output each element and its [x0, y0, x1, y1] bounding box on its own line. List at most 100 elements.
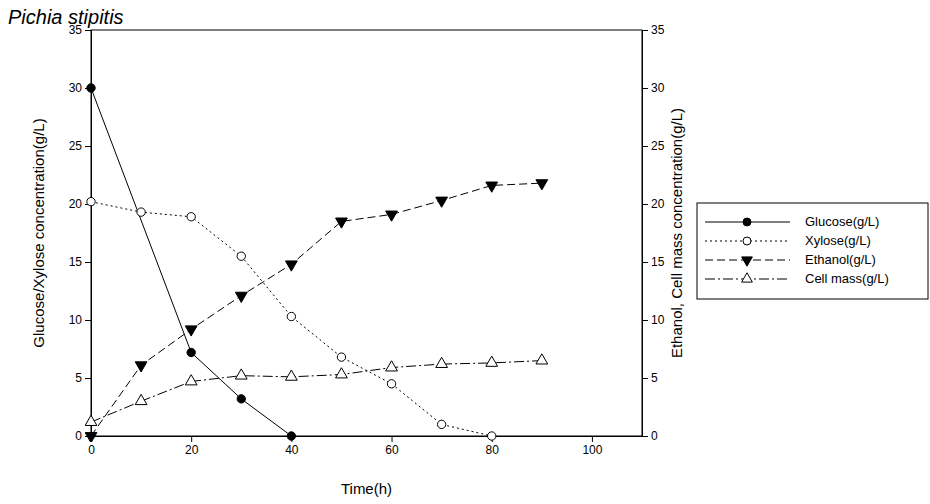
tick: 15 — [642, 255, 665, 269]
marker — [337, 353, 345, 361]
marks — [85, 84, 548, 442]
legend: Glucose(g/L)Xylose(g/L)Ethanol(g/L)Cell … — [697, 203, 928, 299]
tick-label: 35 — [651, 23, 665, 37]
marker — [386, 361, 398, 371]
marker — [486, 182, 498, 192]
tick: 5 — [642, 371, 658, 385]
marker — [285, 261, 297, 271]
marker — [185, 375, 197, 385]
tick: 5 — [75, 371, 91, 385]
x-axis: 0 20 40 60 80 100 — [88, 436, 642, 457]
tick-label: 25 — [69, 139, 83, 153]
tick-label: 30 — [69, 81, 83, 95]
marker — [135, 362, 147, 372]
tick-mark — [85, 262, 91, 263]
tick-mark — [85, 30, 91, 31]
series-line — [91, 183, 542, 436]
tick: 10 — [69, 313, 91, 327]
tick: 25 — [642, 139, 665, 153]
marker — [386, 211, 398, 221]
marker — [436, 197, 448, 207]
tick-label: 40 — [285, 443, 299, 457]
tick: 25 — [69, 139, 91, 153]
tick: 30 — [642, 81, 665, 95]
tick-mark — [642, 378, 648, 379]
marker — [336, 368, 348, 378]
marker — [235, 369, 247, 379]
tick: 100 — [582, 436, 602, 457]
tick-mark — [191, 436, 192, 442]
marker — [87, 197, 95, 205]
marker — [486, 356, 498, 366]
tick: 35 — [642, 23, 665, 37]
tick-mark — [642, 262, 648, 263]
marker — [287, 432, 295, 440]
marker — [85, 415, 97, 425]
tick-label: 15 — [69, 255, 83, 269]
tick-mark — [392, 436, 393, 442]
legend-marker — [742, 257, 753, 266]
tick-mark — [642, 88, 648, 89]
series-line — [91, 361, 542, 422]
tick-label: 30 — [651, 81, 665, 95]
chart: 0204060801000510152025303505101520253035… — [0, 0, 930, 504]
tick-mark — [642, 320, 648, 321]
tick-label: 60 — [385, 443, 399, 457]
tick-label: 5 — [75, 371, 82, 385]
legend-marker — [742, 273, 753, 282]
tick-label: 25 — [651, 139, 665, 153]
tick-label: 20 — [185, 443, 199, 457]
legend-box — [697, 203, 928, 299]
axis-line — [642, 31, 643, 437]
marker — [387, 380, 395, 388]
marker — [137, 208, 145, 216]
marker — [536, 354, 548, 364]
series-line — [91, 202, 492, 436]
series-line — [91, 88, 291, 436]
tick-mark — [642, 204, 648, 205]
tick: 60 — [385, 436, 399, 457]
tick-mark — [85, 378, 91, 379]
marker — [437, 420, 445, 428]
legend-marker — [743, 237, 751, 245]
tick-label: 80 — [486, 443, 500, 457]
tick-mark — [85, 146, 91, 147]
marker — [436, 357, 448, 367]
tick-label: 20 — [69, 197, 83, 211]
y2-axis-title: Ethanol, Cell mass concentration(g/L) — [668, 108, 685, 358]
tick-label: 100 — [582, 443, 602, 457]
x-axis-title: Time(h) — [341, 480, 392, 497]
y-axis-title: Glucose/Xylose concentration(g/L) — [30, 118, 47, 347]
tick-mark — [642, 436, 648, 437]
legend-label: Ethanol(g/L) — [805, 252, 876, 267]
tick: 10 — [642, 313, 665, 327]
legend-label: Cell mass(g/L) — [805, 271, 889, 286]
title: Pichia stipitis — [8, 6, 124, 28]
tick-label: 10 — [651, 313, 665, 327]
marker — [187, 213, 195, 221]
tick-label: 0 — [88, 443, 95, 457]
tick: 0 — [642, 429, 658, 443]
marker — [336, 218, 348, 228]
marker — [237, 252, 245, 260]
tick-mark — [642, 30, 648, 31]
tick-label: 20 — [651, 197, 665, 211]
tick-mark — [85, 320, 91, 321]
legend-label: Xylose(g/L) — [805, 233, 871, 248]
marker — [187, 348, 195, 356]
marker — [536, 180, 548, 190]
tick: 15 — [69, 255, 91, 269]
tick-label: 5 — [651, 371, 658, 385]
y2-axis: 0 5 10 15 20 25 30 35 — [642, 23, 665, 443]
tick-label: 10 — [69, 313, 83, 327]
marker — [287, 312, 295, 320]
marker — [285, 370, 297, 380]
plot-frame — [91, 30, 642, 436]
marker — [237, 395, 245, 403]
marker — [185, 326, 197, 336]
marker — [87, 84, 95, 92]
legend-marker — [743, 218, 751, 226]
marker — [85, 433, 97, 442]
tick-mark — [642, 146, 648, 147]
marker — [135, 394, 147, 404]
